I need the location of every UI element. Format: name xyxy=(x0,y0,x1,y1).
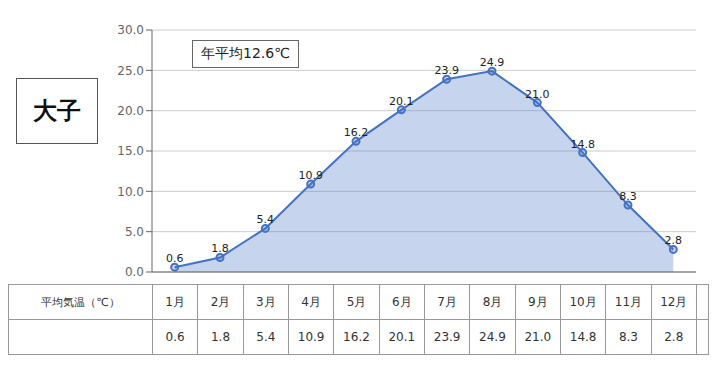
svg-text:2.8: 2.8 xyxy=(665,234,683,247)
html-text:5月: 5月 xyxy=(346,294,367,309)
svg-text:30.0: 30.0 xyxy=(117,23,144,37)
html-text:16.2: 16.2 xyxy=(343,330,370,344)
svg-text:8.3: 8.3 xyxy=(619,190,637,203)
svg-text:5.4: 5.4 xyxy=(257,213,275,226)
svg-text:25.0: 25.0 xyxy=(117,64,144,78)
html-text:21.0: 21.0 xyxy=(524,330,552,344)
html-text:10月: 10月 xyxy=(569,294,597,309)
html-text:7月: 7月 xyxy=(437,294,457,309)
svg-text:20.0: 20.0 xyxy=(117,104,144,118)
svg-text:1.8: 1.8 xyxy=(211,242,229,255)
html-text:0.6: 0.6 xyxy=(165,330,185,344)
html-text:2.8: 2.8 xyxy=(664,330,684,344)
html-text:8.3: 8.3 xyxy=(618,330,638,344)
svg-text:23.9: 23.9 xyxy=(434,64,459,77)
html-text:20.1: 20.1 xyxy=(388,330,416,344)
svg-text:14.8: 14.8 xyxy=(570,138,595,151)
html-text:2月: 2月 xyxy=(210,294,231,309)
html-text:3月: 3月 xyxy=(256,294,276,309)
svg-text:21.0: 21.0 xyxy=(525,88,550,101)
html-text:1.8: 1.8 xyxy=(210,330,230,344)
html-text:大子: 大子 xyxy=(33,97,81,125)
html-text:9月: 9月 xyxy=(528,294,548,309)
html-text:8月: 8月 xyxy=(482,294,503,309)
svg-text:5.0: 5.0 xyxy=(125,225,144,239)
html-text:12月: 12月 xyxy=(660,294,688,309)
html-text:1月: 1月 xyxy=(165,294,185,309)
svg-text:24.9: 24.9 xyxy=(480,56,505,69)
html-text:6月: 6月 xyxy=(392,294,412,309)
html-text:平均気温（℃）: 平均気温（℃） xyxy=(41,295,120,309)
svg-text:16.2: 16.2 xyxy=(344,126,369,139)
svg-text:10.0: 10.0 xyxy=(117,185,144,199)
html-text:24.9: 24.9 xyxy=(479,330,506,344)
svg-text:10.9: 10.9 xyxy=(298,169,323,182)
html-text:年平均12.6℃: 年平均12.6℃ xyxy=(201,45,290,61)
html-text:10.9: 10.9 xyxy=(297,330,325,344)
html-text:5.4: 5.4 xyxy=(256,330,276,344)
svg-text:0.6: 0.6 xyxy=(166,252,184,265)
html-text:11月: 11月 xyxy=(614,294,643,309)
svg-text:20.1: 20.1 xyxy=(389,95,414,108)
html-text:4月: 4月 xyxy=(301,294,321,309)
html-text:23.9: 23.9 xyxy=(433,330,461,344)
svg-text:0.0: 0.0 xyxy=(125,265,144,278)
svg-text:15.0: 15.0 xyxy=(117,144,144,158)
html-text:14.8: 14.8 xyxy=(569,330,597,344)
